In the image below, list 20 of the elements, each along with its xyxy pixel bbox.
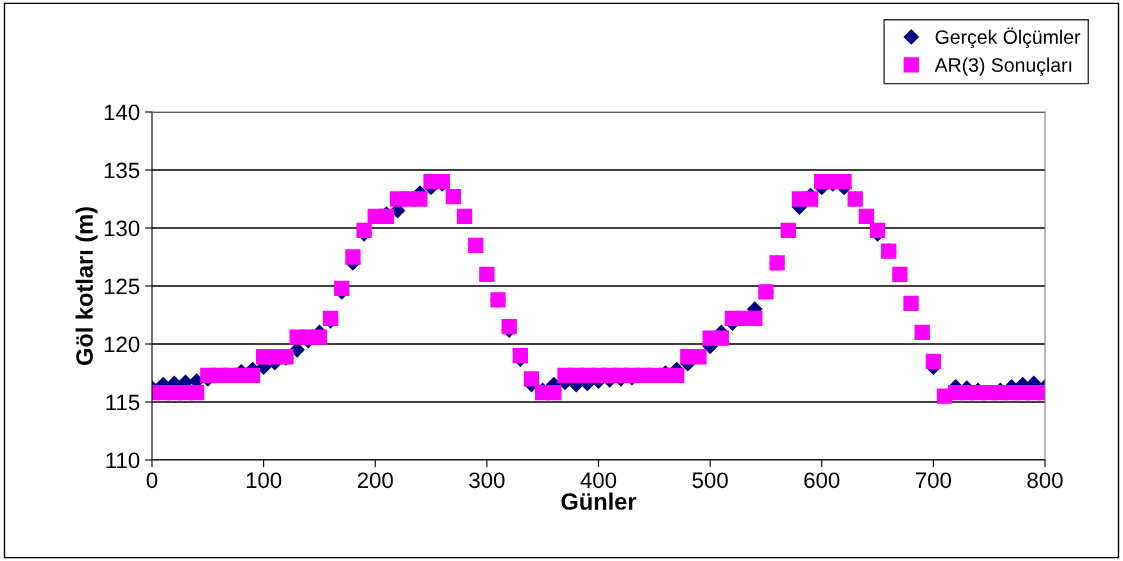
y-axis-title: Göl kotları (m) — [75, 207, 98, 366]
y-tick-label: 120 — [104, 336, 140, 353]
x-tick-label: 800 — [1027, 472, 1063, 489]
x-tick-label: 100 — [246, 472, 282, 489]
x-tick-label: 500 — [692, 472, 728, 489]
y-tick-label: 125 — [104, 278, 140, 295]
y-tick-label: 135 — [104, 162, 140, 179]
x-tick-label: 400 — [580, 472, 617, 489]
legend-label: AR(3) Sonuçları — [934, 57, 1072, 76]
y-tick-label: 110 — [106, 452, 140, 469]
x-tick-label: 700 — [915, 472, 952, 489]
y-tick-label: 130 — [104, 220, 140, 237]
legend-label: Gerçek Ölçümler — [935, 27, 1081, 48]
y-tick-label: 115 — [106, 394, 140, 411]
y-tick-label: 140 — [104, 104, 140, 121]
x-tick-label: 600 — [804, 472, 840, 489]
x-tick-label: 200 — [357, 472, 393, 489]
x-tick-label: 300 — [469, 472, 505, 489]
x-tick-label: 0 — [146, 472, 158, 489]
x-axis-title: Günler — [561, 492, 637, 510]
